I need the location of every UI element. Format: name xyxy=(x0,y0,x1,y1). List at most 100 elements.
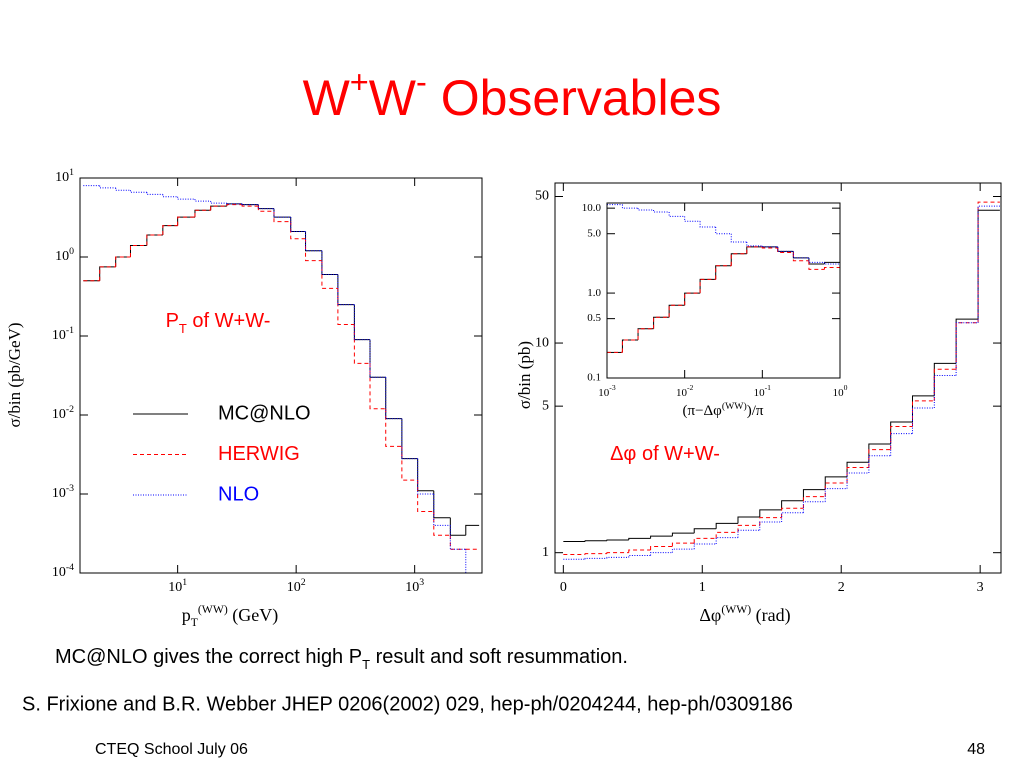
y-tick-label: 10-2 xyxy=(52,404,74,422)
histogram-step xyxy=(210,205,227,211)
histogram-step xyxy=(955,318,979,364)
histogram-step xyxy=(715,522,738,529)
x-tick-label: 10-1 xyxy=(754,383,772,398)
histogram-step xyxy=(433,494,451,526)
histogram-step xyxy=(241,203,259,206)
text-run: )/π xyxy=(747,403,764,419)
histogram-step xyxy=(162,194,178,198)
plot-frame xyxy=(79,177,483,574)
histogram-step xyxy=(693,528,717,534)
y-tick-label: 5 xyxy=(542,398,549,413)
y-tick-label: 50 xyxy=(535,189,549,204)
histogram-step xyxy=(115,187,131,191)
histogram-step xyxy=(353,324,371,364)
x-axis-label: pT(WW) (GeV) xyxy=(182,603,278,629)
tick-exponent: -2 xyxy=(687,383,694,392)
histogram-step xyxy=(273,211,291,223)
histogram-step xyxy=(99,266,116,281)
histogram-step xyxy=(761,246,778,249)
y-tick-label: 101 xyxy=(55,167,74,185)
y-tick-label: 1 xyxy=(542,545,549,560)
y-tick-label: 0.1 xyxy=(587,372,601,384)
histogram-step xyxy=(824,488,848,502)
histogram-step xyxy=(802,489,826,501)
histogram-step xyxy=(337,274,355,306)
histogram-step xyxy=(933,375,957,408)
histogram-step xyxy=(730,233,747,243)
page-number: 48 xyxy=(967,741,985,758)
tick-base: 10.0 xyxy=(582,202,602,214)
histogram-step xyxy=(759,521,782,531)
histogram-step xyxy=(890,421,913,444)
y-tick-label: 5.0 xyxy=(587,227,601,239)
histogram-step xyxy=(584,557,607,560)
tick-exponent: -3 xyxy=(66,483,74,494)
histogram-step xyxy=(824,476,848,490)
text-run: (GeV) xyxy=(228,605,278,626)
histogram-step xyxy=(792,252,809,262)
histogram-step xyxy=(693,543,717,550)
x-tick-label: 3 xyxy=(977,580,984,595)
histogram-step xyxy=(824,482,848,497)
histogram-step xyxy=(194,209,211,218)
histogram-step xyxy=(693,537,717,544)
y-tick-label: 10-3 xyxy=(52,483,74,501)
histogram-step xyxy=(668,304,685,318)
text-run: W xyxy=(303,70,351,126)
x-tick-label: 103 xyxy=(405,577,424,595)
histogram-step xyxy=(684,292,701,306)
tick-base: 10 xyxy=(754,387,766,399)
histogram-step xyxy=(846,466,869,483)
histogram-step xyxy=(650,546,673,550)
tick-base: 10 xyxy=(52,328,66,343)
histogram-step xyxy=(146,192,163,195)
histogram-step xyxy=(671,542,695,547)
superscript: (WW) xyxy=(721,603,751,616)
tick-exponent: 0 xyxy=(844,383,848,392)
histogram-step xyxy=(290,221,306,240)
text-run: result and soft resummation. xyxy=(370,646,628,668)
histogram-step xyxy=(401,418,418,460)
histogram-step xyxy=(226,204,243,207)
tick-base: 1.0 xyxy=(587,287,601,299)
tick-exponent: 2 xyxy=(301,577,306,588)
histogram-step xyxy=(465,524,480,536)
histogram-step xyxy=(671,548,695,553)
histogram-step xyxy=(369,363,386,410)
histogram-step xyxy=(584,553,607,555)
histogram-step xyxy=(846,472,869,489)
histogram-step xyxy=(761,245,778,248)
y-tick-label: 10-4 xyxy=(52,562,74,580)
histogram-step xyxy=(226,203,243,205)
tick-base: 10 xyxy=(168,580,182,595)
histogram-step xyxy=(715,531,738,539)
plot-area xyxy=(607,203,840,378)
histogram-step xyxy=(737,524,760,533)
legend-label: NLO xyxy=(218,483,259,505)
tick-base: 10 xyxy=(52,486,66,501)
histogram-step xyxy=(653,210,670,213)
histogram-step xyxy=(273,208,291,218)
tick-exponent: -1 xyxy=(765,383,772,392)
histogram-step xyxy=(781,500,804,510)
histogram-step xyxy=(177,196,195,200)
histogram-step xyxy=(955,322,979,370)
histogram-step xyxy=(868,443,891,463)
histogram-step xyxy=(628,554,651,558)
text-run: MC@NLO gives the correct high P xyxy=(55,646,362,668)
annotation: Δφ of W+W- xyxy=(610,443,720,465)
histogram-step xyxy=(671,532,695,537)
text-run: Δφ xyxy=(699,605,721,625)
legend-label: MC@NLO xyxy=(218,402,311,424)
tick-exponent: -2 xyxy=(66,404,74,415)
tick-exponent: 1 xyxy=(69,167,74,178)
histogram-step xyxy=(823,267,840,270)
tick-base: 10 xyxy=(287,580,301,595)
histogram-step xyxy=(465,549,480,573)
histogram-step xyxy=(449,535,466,550)
tick-exponent: 1 xyxy=(182,577,187,588)
y-axis-label: σ/bin (pb/GeV) xyxy=(5,322,24,427)
tick-exponent: -4 xyxy=(66,562,74,573)
y-tick-label: 100 xyxy=(55,246,74,264)
x-tick-label: 1 xyxy=(699,580,706,595)
